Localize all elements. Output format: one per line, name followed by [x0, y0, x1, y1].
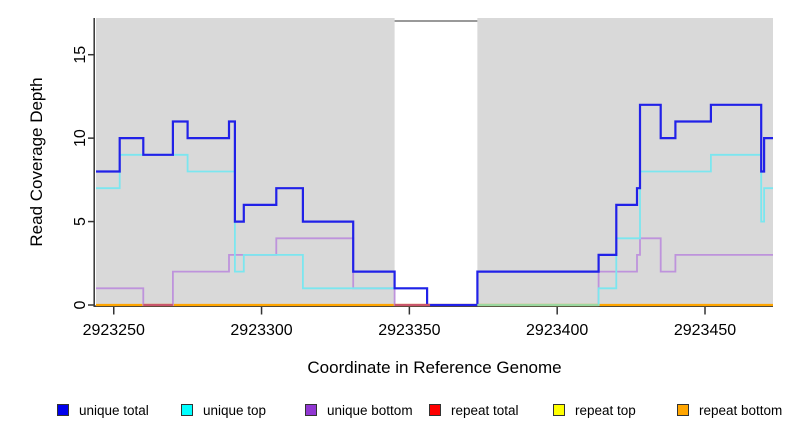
- legend-item-unique-total: unique total: [57, 396, 149, 424]
- series-line-unique-bottom: [96, 237, 773, 306]
- legend-swatch-icon: [181, 404, 193, 416]
- legend-label: repeat total: [451, 402, 519, 418]
- y-axis-title: Read Coverage Depth: [27, 77, 46, 247]
- legend: unique total unique top unique bottom repea…: [0, 396, 792, 424]
- legend-item-repeat-top: repeat top: [553, 396, 636, 424]
- x-axis-title: Coordinate in Reference Genome: [307, 358, 562, 377]
- legend-swatch-icon: [553, 404, 565, 416]
- x-tick-label: 2923250: [83, 322, 145, 339]
- legend-label: repeat top: [575, 402, 636, 418]
- legend-swatch-icon: [429, 404, 441, 416]
- legend-item-unique-top: unique top: [181, 396, 266, 424]
- x-tick-label: 2923350: [378, 322, 440, 339]
- legend-item-repeat-bottom: repeat bottom: [677, 396, 782, 424]
- legend-label: unique bottom: [327, 402, 413, 418]
- legend-swatch-icon: [677, 404, 689, 416]
- legend-label: unique top: [203, 402, 267, 418]
- legend-item-repeat-total: repeat total: [429, 396, 519, 424]
- legend-item-unique-bottom: unique bottom: [305, 396, 413, 424]
- y-tick-label: 5: [72, 217, 89, 226]
- y-tick-label: 15: [72, 46, 89, 64]
- x-tick-label: 2923400: [526, 322, 588, 339]
- y-tick-label: 0: [72, 300, 89, 309]
- legend-label: repeat bottom: [699, 402, 783, 418]
- legend-swatch-icon: [57, 404, 69, 416]
- series-line-unique-total: [96, 103, 773, 307]
- legend-label: unique total: [79, 402, 149, 418]
- mask-band: [394, 18, 478, 305]
- y-tick-label: 10: [72, 129, 89, 147]
- x-tick-label: 2923450: [674, 322, 736, 339]
- x-tick-label: 2923300: [230, 322, 292, 339]
- legend-swatch-icon: [305, 404, 317, 416]
